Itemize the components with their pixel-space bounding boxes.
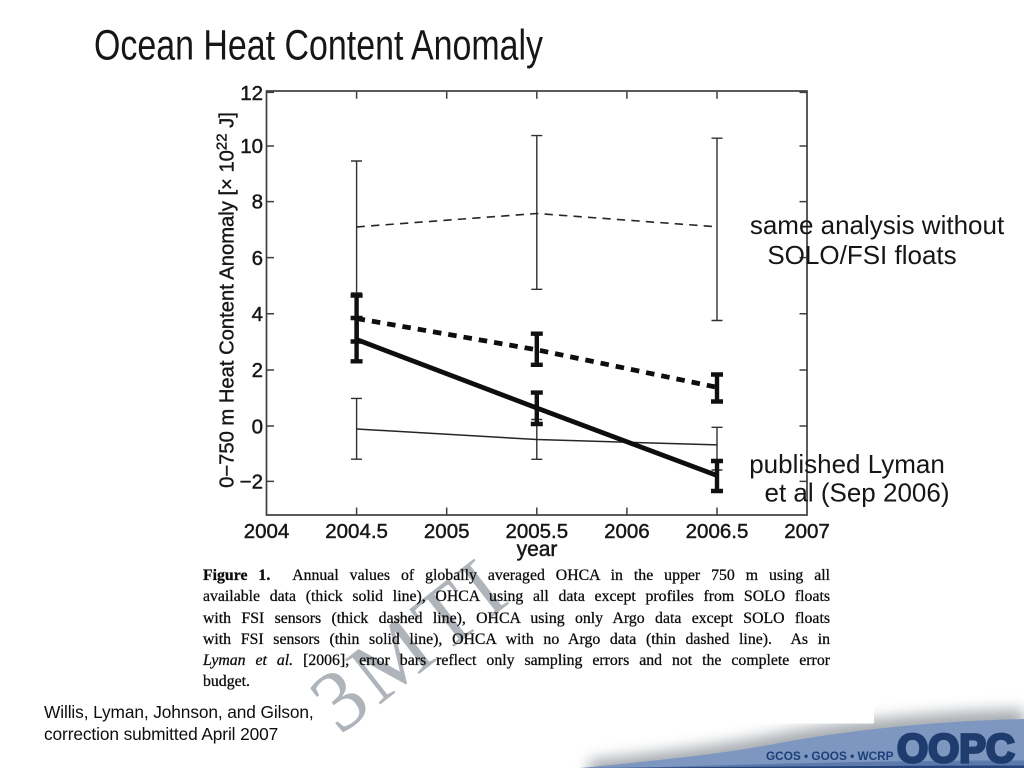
svg-text:2005: 2005 — [424, 520, 470, 543]
svg-text:−2: −2 — [240, 470, 263, 493]
svg-text:year: year — [517, 538, 558, 561]
svg-text:6: 6 — [252, 247, 263, 270]
svg-text:2005.5: 2005.5 — [505, 520, 568, 543]
svg-text:4: 4 — [252, 303, 263, 326]
svg-text:Ocean Heat Content Anomaly: Ocean Heat Content Anomaly — [94, 22, 543, 70]
svg-text:0−750 m Heat Content Anomaly [: 0−750 m Heat Content Anomaly [× 1022 J] — [214, 112, 239, 488]
svg-text:published Lyman: published Lyman — [749, 449, 945, 479]
svg-text:10: 10 — [240, 135, 263, 158]
svg-text:et al (Sep 2006): et al (Sep 2006) — [764, 478, 949, 508]
svg-text:2006: 2006 — [604, 520, 650, 543]
svg-text:12: 12 — [240, 82, 263, 105]
svg-text:8: 8 — [252, 191, 263, 214]
svg-text:2007: 2007 — [784, 520, 830, 543]
svg-text:2004.5: 2004.5 — [325, 520, 388, 543]
svg-text:2: 2 — [252, 359, 263, 382]
svg-text:SOLO/FSI floats: SOLO/FSI floats — [767, 240, 956, 270]
svg-text:2006.5: 2006.5 — [686, 520, 749, 543]
svg-text:2004: 2004 — [244, 520, 290, 543]
svg-text:same analysis without: same analysis without — [750, 210, 1005, 240]
svg-text:0: 0 — [252, 415, 263, 438]
